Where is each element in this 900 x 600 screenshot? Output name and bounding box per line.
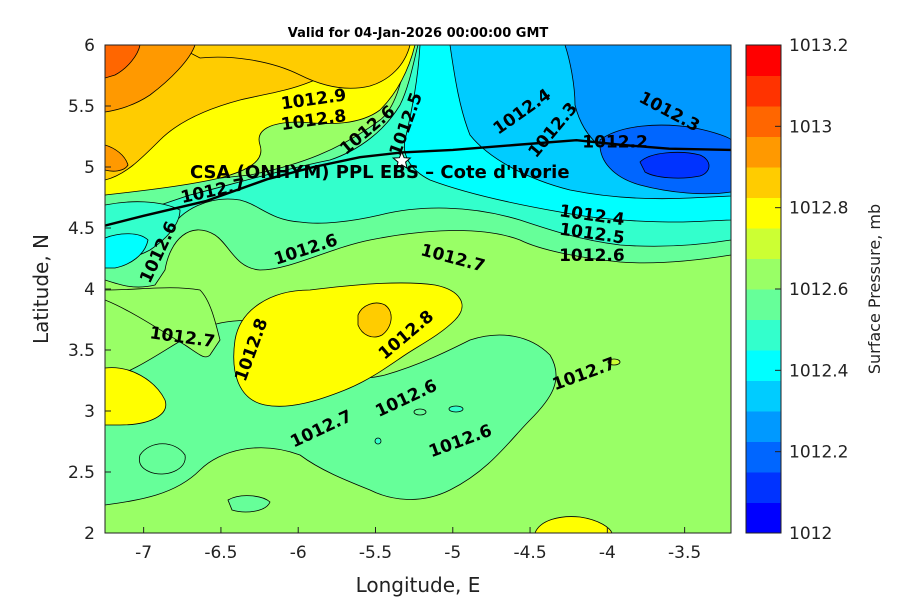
colorbar-swatch — [746, 106, 781, 137]
colorbar-tick-label: 1013 — [789, 117, 832, 137]
y-axis-label: Latitude, N — [29, 234, 53, 344]
band-1012-8-southwest — [105, 367, 167, 426]
x-tick-label: -3.5 — [668, 543, 701, 563]
speck-b — [448, 405, 464, 413]
band-1013-1 — [105, 45, 141, 79]
colorbar-tick-label: 1013.2 — [789, 36, 848, 56]
speck-c — [374, 437, 382, 445]
colorbar: 1012 1012.2 1012.4 1012.6 1012.8 1013 1013.2 — [745, 36, 848, 544]
chart-title: Valid for 04-Jan-2026 00:00:00 GMT — [288, 26, 549, 41]
speck-a — [413, 408, 427, 416]
band-1012-6-islet-b — [227, 495, 271, 513]
y-tick-label: 4.5 — [68, 219, 95, 239]
band-1012-4-west — [105, 233, 149, 269]
colorbar-swatch — [746, 136, 781, 168]
site-star-icon — [391, 150, 412, 170]
band-1012-8-south — [534, 516, 613, 533]
band-1012-8-center — [233, 282, 463, 407]
pressure-field — [105, 45, 731, 533]
colorbar-tick-label: 1012.4 — [789, 361, 848, 381]
site-marker-group: CSA (ONHYM) PPL EBS – Cote d'Ivorie — [190, 150, 570, 183]
x-tick-label: -4.5 — [513, 543, 546, 563]
contour-label: 1012.2 — [582, 133, 648, 153]
colorbar-swatch — [746, 411, 781, 442]
x-axis: -7 -6.5 -6 -5.5 -5 -4.5 -4 -3.5 — [135, 527, 701, 563]
x-tick-label: -7 — [135, 543, 152, 563]
colorbar-tick-label: 1012.6 — [789, 280, 848, 300]
x-tick-label: -5.5 — [359, 543, 392, 563]
x-tick-label: -4 — [599, 543, 616, 563]
colorbar-swatch — [746, 197, 781, 229]
colorbar-swatch — [746, 350, 781, 381]
y-tick-label: 3.5 — [68, 341, 95, 361]
colorbar-tick-label: 1012 — [789, 524, 832, 544]
colorbar-swatch — [746, 472, 781, 503]
y-tick-label: 6 — [84, 36, 95, 56]
y-tick-label: 2 — [84, 524, 95, 544]
x-tick-label: -5 — [444, 543, 461, 563]
y-tick-label: 5 — [84, 158, 95, 178]
colorbar-swatch — [746, 319, 781, 351]
contour-label: 1012.6 — [559, 246, 625, 266]
band-1012-6-islet-a — [138, 443, 186, 475]
band-1012-9-center — [357, 302, 392, 338]
y-axis: 2 2.5 3 3.5 4 4.5 5 5.5 6 — [68, 36, 111, 544]
colorbar-swatch — [746, 45, 781, 76]
colorbar-swatch — [746, 441, 781, 473]
colorbar-tick-label: 1012.2 — [789, 443, 848, 463]
speck-d — [607, 358, 621, 366]
colorbar-swatch — [746, 75, 781, 107]
band-1013-0-b — [105, 144, 129, 172]
colorbar-swatch — [746, 380, 781, 412]
y-tick-label: 3 — [84, 402, 95, 422]
y-tick-label: 5.5 — [68, 97, 95, 117]
band-1012-0 — [639, 151, 710, 179]
x-tick-label: -6.5 — [204, 543, 237, 563]
band-1012-9-north-b — [174, 45, 411, 89]
colorbar-label: Surface Pressure, mb — [865, 204, 884, 374]
y-tick-label: 4 — [84, 280, 95, 300]
colorbar-swatch — [746, 258, 781, 290]
colorbar-swatch — [746, 289, 781, 320]
colorbar-tick-label: 1012.8 — [789, 199, 848, 219]
site-label: CSA (ONHYM) PPL EBS – Cote d'Ivorie — [190, 162, 570, 183]
colorbar-swatch — [746, 228, 781, 259]
colorbar-swatch — [746, 167, 781, 198]
y-tick-label: 2.5 — [68, 463, 95, 483]
x-tick-label: -6 — [290, 543, 307, 563]
band-1012-7-west — [105, 287, 221, 358]
colorbar-swatch — [746, 502, 781, 534]
x-axis-label: Longitude, E — [356, 573, 481, 597]
